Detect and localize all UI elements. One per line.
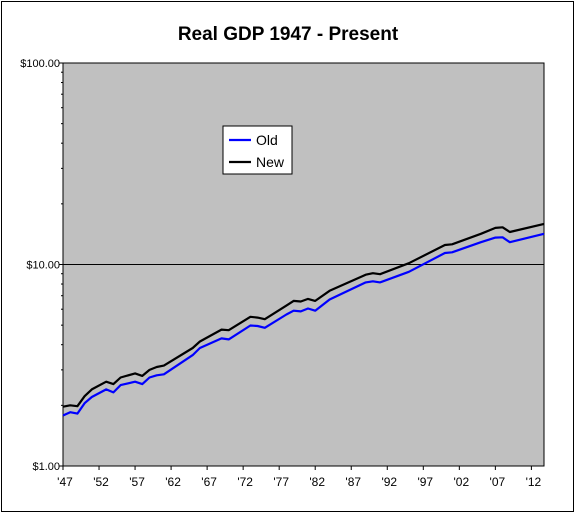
x-tick-label: '62 bbox=[165, 475, 181, 489]
x-tick-label: '77 bbox=[273, 475, 289, 489]
x-tick-label: '92 bbox=[381, 475, 397, 489]
x-tick-label: '97 bbox=[417, 475, 433, 489]
legend-label-new: New bbox=[256, 154, 285, 170]
y-axis: $1.00 $10.00 $100.00 bbox=[20, 58, 63, 473]
legend: Old New bbox=[222, 125, 293, 175]
x-tick-label: '67 bbox=[201, 475, 217, 489]
chart-title: Real GDP 1947 - Present bbox=[178, 24, 399, 45]
series-line-new bbox=[62, 222, 545, 408]
x-tick-label: '12 bbox=[526, 475, 542, 489]
legend-label-old: Old bbox=[256, 132, 278, 148]
x-tick-label: '57 bbox=[129, 475, 145, 489]
y-tick-label: $1.00 bbox=[32, 461, 60, 473]
x-tick-label: '07 bbox=[490, 475, 506, 489]
x-tick-label: '82 bbox=[309, 475, 325, 489]
x-tick-label: '72 bbox=[237, 475, 253, 489]
x-tick-label: '87 bbox=[345, 475, 361, 489]
legend-box bbox=[222, 125, 293, 175]
x-tick-label: '52 bbox=[93, 475, 109, 489]
y-tick-label: $100.00 bbox=[20, 58, 60, 70]
x-tick-label: '47 bbox=[57, 475, 73, 489]
series-layer bbox=[62, 222, 545, 417]
x-axis: '47 '52 '57 '62 '67 '72 '77 '82 '87 '92 '97 '02 '07 '… bbox=[57, 466, 542, 489]
series-line-old bbox=[62, 232, 545, 417]
gdp-chart: Real GDP 1947 - Present $1.00 $10.00 $100.… bbox=[20, 24, 545, 489]
x-tick-label: '02 bbox=[454, 475, 470, 489]
y-tick-label: $10.00 bbox=[26, 260, 60, 272]
